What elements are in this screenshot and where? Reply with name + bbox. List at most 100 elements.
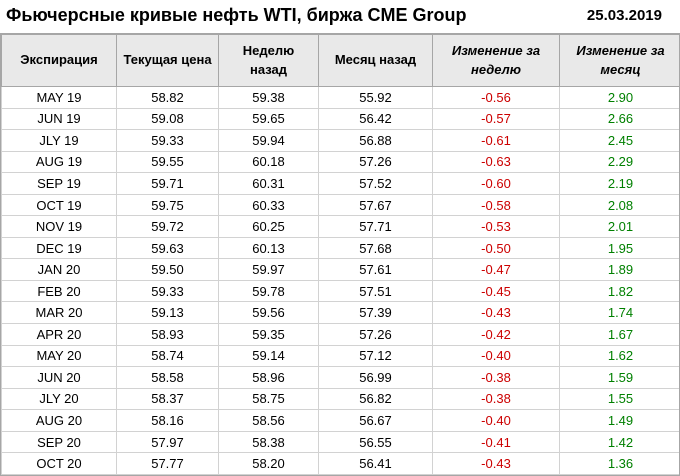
value-cell: 57.61 [318,258,433,281]
value-cell: 59.08 [116,107,219,131]
expiration-cell: OCT 20 [1,452,117,475]
value-cell: 57.51 [318,279,433,303]
table-row: AUG 19 59.55 60.18 57.26 -0.63 2.29 [1,150,679,174]
column-header-month-ago: Месяц назад [318,34,433,87]
value-cell: 58.56 [218,409,319,432]
table-row: JLY 20 58.37 58.75 56.82 -0.38 1.55 [1,387,679,411]
value-cell: -0.58 [432,193,560,217]
value-cell: -0.61 [432,129,560,152]
value-cell: -0.42 [432,323,560,346]
value-cell: 59.65 [218,107,319,131]
table-row: OCT 20 57.77 58.20 56.41 -0.43 1.36 [1,452,679,475]
column-header-week-ago: Неделю назад [218,34,319,87]
value-cell: 57.97 [116,430,219,454]
expiration-cell: SEP 20 [1,430,117,454]
value-cell: 56.55 [318,430,433,454]
value-cell: 58.75 [218,387,319,411]
table-row: MAY 19 58.82 59.38 55.92 -0.56 2.90 [1,86,679,109]
table-row: JAN 20 59.50 59.97 57.61 -0.47 1.89 [1,258,679,281]
value-cell: 56.42 [318,107,433,131]
value-cell: -0.60 [432,172,560,195]
value-cell: 1.95 [559,236,679,260]
value-cell: 59.75 [116,193,219,217]
value-cell: 59.63 [116,236,219,260]
value-cell: -0.41 [432,430,560,454]
value-cell: 2.45 [559,129,679,152]
value-cell: 2.90 [559,86,679,109]
value-cell: 59.33 [116,129,219,152]
value-cell: 1.42 [559,430,679,454]
expiration-cell: OCT 19 [1,193,117,217]
value-cell: 57.26 [318,150,433,174]
value-cell: 1.89 [559,258,679,281]
value-cell: -0.47 [432,258,560,281]
value-cell: 56.41 [318,452,433,475]
table-row: NOV 19 59.72 60.25 57.71 -0.53 2.01 [1,215,679,238]
value-cell: 57.39 [318,301,433,325]
value-cell: 1.49 [559,409,679,432]
value-cell: 59.71 [116,172,219,195]
value-cell: 58.93 [116,323,219,346]
value-cell: 59.50 [116,258,219,281]
value-cell: 57.77 [116,452,219,475]
value-cell: -0.63 [432,150,560,174]
value-cell: 57.71 [318,215,433,238]
table-row: JUN 20 58.58 58.96 56.99 -0.38 1.59 [1,366,679,389]
value-cell: 57.52 [318,172,433,195]
value-cell: -0.45 [432,279,560,303]
table-header-row: Экспирация Текущая цена Неделю назад Мес… [1,34,679,87]
value-cell: 1.67 [559,323,679,346]
table-row: APR 20 58.93 59.35 57.26 -0.42 1.67 [1,323,679,346]
expiration-cell: APR 20 [1,323,117,346]
value-cell: -0.56 [432,86,560,109]
value-cell: 2.08 [559,193,679,217]
value-cell: 57.68 [318,236,433,260]
column-header-current-price: Текущая цена [116,34,219,87]
column-header-month-change: Изменение за месяц [559,34,679,87]
expiration-cell: SEP 19 [1,172,117,195]
value-cell: 58.20 [218,452,319,475]
table-row: DEC 19 59.63 60.13 57.68 -0.50 1.95 [1,236,679,260]
value-cell: -0.43 [432,452,560,475]
value-cell: 56.67 [318,409,433,432]
expiration-cell: JLY 19 [1,129,117,152]
table-row: JLY 19 59.33 59.94 56.88 -0.61 2.45 [1,129,679,152]
report-date: 25.03.2019 [586,7,662,24]
value-cell: 56.82 [318,387,433,411]
futures-table-wrapper: Экспирация Текущая цена Неделю назад Мес… [0,33,680,476]
value-cell: 59.14 [218,344,319,368]
value-cell: 1.82 [559,279,679,303]
futures-table: Экспирация Текущая цена Неделю назад Мес… [1,34,679,475]
value-cell: 60.13 [218,236,319,260]
value-cell: 58.74 [116,344,219,368]
value-cell: 59.78 [218,279,319,303]
value-cell: 59.72 [116,215,219,238]
table-row: FEB 20 59.33 59.78 57.51 -0.45 1.82 [1,279,679,303]
expiration-cell: MAR 20 [1,301,117,325]
column-header-expiration: Экспирация [1,34,117,87]
title-bar: Фьючерсные кривые нефть WTI, биржа CME G… [0,0,680,33]
value-cell: 59.97 [218,258,319,281]
value-cell: 58.96 [218,366,319,389]
expiration-cell: AUG 19 [1,150,117,174]
value-cell: 58.16 [116,409,219,432]
table-row: SEP 20 57.97 58.38 56.55 -0.41 1.42 [1,430,679,454]
expiration-cell: DEC 19 [1,236,117,260]
value-cell: 1.74 [559,301,679,325]
table-row: AUG 20 58.16 58.56 56.67 -0.40 1.49 [1,409,679,432]
value-cell: -0.38 [432,366,560,389]
value-cell: 60.25 [218,215,319,238]
value-cell: 59.13 [116,301,219,325]
value-cell: 60.18 [218,150,319,174]
table-body: MAY 19 58.82 59.38 55.92 -0.56 2.90 JUN 19 59.0… [1,86,679,475]
value-cell: 59.38 [218,86,319,109]
value-cell: -0.57 [432,107,560,131]
value-cell: 59.55 [116,150,219,174]
table-row: MAR 20 59.13 59.56 57.39 -0.43 1.74 [1,301,679,325]
value-cell: 2.01 [559,215,679,238]
expiration-cell: JLY 20 [1,387,117,411]
expiration-cell: JAN 20 [1,258,117,281]
table-header: Экспирация Текущая цена Неделю назад Мес… [1,34,679,87]
value-cell: -0.38 [432,387,560,411]
